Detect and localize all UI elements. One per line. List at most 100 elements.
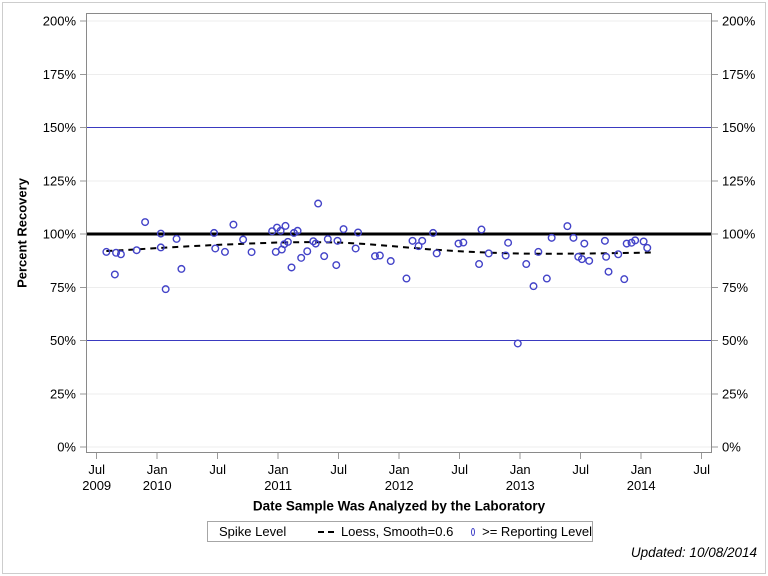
loess-curve — [106, 241, 651, 255]
data-point — [110, 270, 119, 279]
data-point — [414, 242, 423, 251]
data-point — [529, 282, 538, 291]
data-point — [132, 246, 141, 255]
circle-marker-swatch-icon — [471, 527, 476, 536]
data-point — [287, 263, 296, 272]
data-point — [293, 226, 302, 235]
data-point — [371, 252, 380, 261]
data-point — [156, 229, 165, 238]
data-point — [600, 236, 609, 245]
data-point — [408, 236, 417, 245]
x-tick-year-label: 2009 — [82, 478, 111, 493]
data-point — [309, 237, 318, 246]
x-tick-year-label: 2012 — [385, 478, 414, 493]
data-point — [580, 239, 589, 248]
data-point — [547, 233, 556, 242]
legend-title: Spike Level — [219, 524, 287, 539]
y-tick-label-left: 125% — [43, 173, 77, 188]
y-tick-label-right: 100% — [722, 227, 756, 242]
data-point — [429, 228, 438, 237]
data-point — [141, 218, 150, 227]
data-point — [172, 234, 181, 243]
data-point — [297, 253, 306, 262]
data-point — [320, 252, 329, 261]
data-point — [276, 226, 285, 235]
data-point — [454, 239, 463, 248]
y-tick-label-left: 100% — [43, 227, 77, 242]
data-point — [211, 244, 220, 253]
y-tick-label-left: 150% — [43, 120, 77, 135]
y-tick-label-right: 175% — [722, 67, 756, 82]
data-point — [161, 285, 170, 294]
data-point — [303, 247, 312, 256]
loess-line-swatch-icon — [318, 530, 334, 533]
data-point — [323, 235, 332, 244]
data-point — [314, 199, 323, 208]
data-point — [513, 339, 522, 348]
data-point — [484, 249, 493, 258]
x-tick-year-label: 2013 — [506, 478, 535, 493]
x-tick-month-label: Jul — [330, 462, 347, 477]
data-point — [504, 238, 513, 247]
data-point — [339, 225, 348, 234]
data-point — [177, 264, 186, 273]
legend-entry-loess-label: Loess, Smooth=0.6 — [340, 524, 454, 539]
x-tick-month-label: Jul — [572, 462, 589, 477]
data-point — [614, 250, 623, 259]
y-tick-label-right: 150% — [722, 120, 756, 135]
data-point — [351, 244, 360, 253]
data-point — [210, 228, 219, 237]
data-point — [577, 255, 586, 264]
updated-note: Updated: 10/08/2014 — [630, 545, 757, 560]
y-tick-label-left: 200% — [43, 14, 77, 29]
data-point — [418, 236, 427, 245]
plot-area-frame — [86, 13, 712, 453]
data-point — [585, 256, 594, 265]
y-tick-label-left: 0% — [57, 440, 76, 455]
data-point — [156, 243, 165, 252]
y-tick-label-right: 50% — [722, 333, 748, 348]
data-point — [281, 221, 290, 230]
data-point — [375, 251, 384, 260]
data-point — [116, 250, 125, 259]
data-point — [534, 247, 543, 256]
data-point — [283, 237, 292, 246]
data-point — [354, 228, 363, 237]
y-tick-label-right: 0% — [722, 440, 741, 455]
data-point — [477, 225, 486, 234]
data-point — [239, 235, 248, 244]
y-axis-title: Percent Recovery — [14, 178, 30, 288]
y-tick-label-left: 50% — [50, 333, 76, 348]
x-tick-year-label: 2010 — [143, 478, 172, 493]
data-point — [112, 248, 121, 257]
y-tick-label-left: 25% — [50, 386, 76, 401]
data-point — [432, 249, 441, 258]
x-tick-year-label: 2014 — [627, 478, 656, 493]
y-tick-label-left: 75% — [50, 280, 76, 295]
data-point — [459, 238, 468, 247]
x-tick-month-label: Jul — [451, 462, 468, 477]
x-axis-title: Date Sample Was Analyzed by the Laborato… — [252, 498, 546, 514]
data-point — [631, 236, 640, 245]
x-tick-month-label: Jan — [631, 462, 652, 477]
x-tick-month-label: Jan — [389, 462, 410, 477]
data-point — [522, 260, 531, 269]
data-point — [501, 251, 510, 260]
y-tick-label-right: 75% — [722, 280, 748, 295]
data-point — [602, 252, 611, 261]
legend-entry-reporting-label: >= Reporting Level — [482, 524, 592, 539]
data-point — [569, 233, 578, 242]
data-point — [386, 257, 395, 266]
data-point — [475, 260, 484, 269]
y-tick-label-right: 125% — [722, 173, 756, 188]
y-tick-label-left: 175% — [43, 67, 77, 82]
x-tick-month-label: Jan — [147, 462, 168, 477]
data-point — [563, 222, 572, 231]
x-tick-month-label: Jan — [510, 462, 531, 477]
legend: Spike Level Loess, Smooth=0.6 >= Reporti… — [207, 521, 593, 542]
data-point — [229, 220, 238, 229]
data-point — [643, 243, 652, 252]
data-point — [332, 261, 341, 270]
